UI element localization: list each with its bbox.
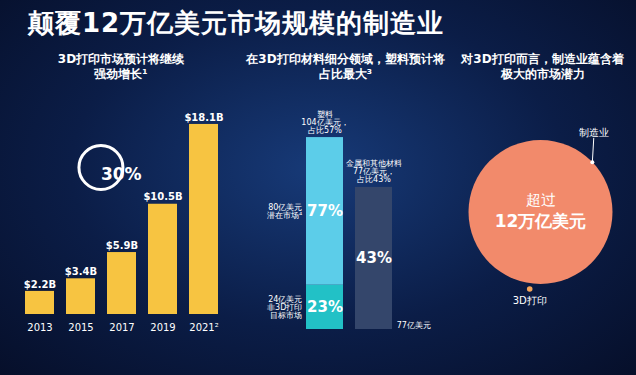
html-text:3D打印市场预计将继续强劲增长¹: 3D打印市场预计将继续强劲增长¹ (57, 52, 185, 81)
svg-text:2021²: 2021² (189, 322, 218, 333)
svg-text:77%: 77% (307, 202, 343, 220)
svg-text:$2.2B: $2.2B (24, 279, 56, 290)
svg-text:77亿美元: 77亿美元 (397, 321, 431, 330)
svg-text:2017: 2017 (109, 322, 134, 333)
html-text:颠覆12万亿美元市场规模的制造业: 颠覆12万亿美元市场规模的制造业 (28, 8, 445, 38)
svg-text:43%: 43% (356, 249, 392, 267)
svg-text:3D打印: 3D打印 (513, 295, 547, 306)
svg-text:30%: 30% (101, 164, 142, 184)
svg-text:80亿美元潜在市场⁴: 80亿美元潜在市场⁴ (267, 203, 302, 220)
svg-text:$3.4B: $3.4B (65, 266, 97, 277)
svg-text:23%: 23% (307, 298, 343, 316)
svg-text:制造业: 制造业 (579, 127, 609, 138)
svg-text:2015: 2015 (68, 322, 93, 333)
svg-text:金属和其他材料77亿美元，占比43%: 金属和其他材料77亿美元，占比43% (346, 159, 402, 184)
svg-text:$18.1B: $18.1B (184, 112, 223, 123)
svg-text:24亿美元非3D打印目标市场: 24亿美元非3D打印目标市场 (267, 295, 302, 320)
svg-text:$5.9B: $5.9B (106, 240, 138, 251)
html-text:对3D打印而言，制造业蕴含着极大的市场潜力: 对3D打印而言，制造业蕴含着极大的市场潜力 (461, 52, 624, 81)
svg-text:超过: 超过 (526, 191, 556, 209)
svg-text:12万亿美元: 12万亿美元 (495, 211, 587, 231)
svg-text:2019: 2019 (150, 322, 175, 333)
html-text:在3D打印材料细分领域，塑料预计将占比最大³: 在3D打印材料细分领域，塑料预计将占比最大³ (246, 52, 445, 81)
svg-text:塑料104亿美元，占比57%: 塑料104亿美元，占比57% (301, 110, 348, 135)
svg-text:$10.5B: $10.5B (143, 191, 182, 202)
svg-text:2013: 2013 (27, 322, 52, 333)
